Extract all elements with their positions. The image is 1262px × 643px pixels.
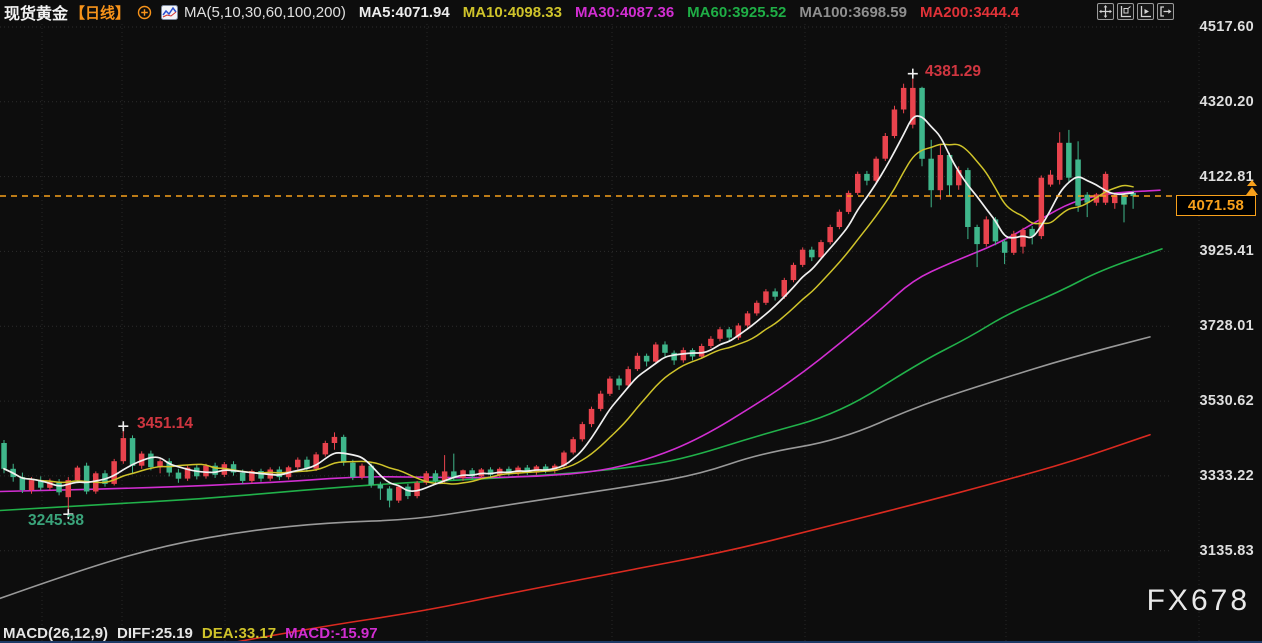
watermark: FX678	[1146, 584, 1250, 617]
add-indicator-icon[interactable]	[137, 5, 152, 20]
ma-value-label: MA100:3698.59	[799, 3, 907, 21]
macd-bar: MACD(26,12,9) DIFF:25.19 DEA:33.17 MACD:…	[3, 624, 387, 643]
timeframe-label[interactable]: 【日线】	[70, 4, 131, 22]
chart-type-icon[interactable]	[161, 4, 179, 20]
price-axis-tool-icon[interactable]	[1117, 3, 1134, 20]
ma-value-label: MA5:4071.94	[358, 3, 450, 21]
chart-toolbar	[1097, 3, 1174, 20]
price-annotation: 4381.29	[925, 63, 981, 80]
ma-settings-label[interactable]: MA(5,10,30,60,100,200)	[184, 3, 346, 21]
chart-header: 现货黄金 【日线】 MA(5,10,30,60,100,200) MA5:407…	[4, 2, 1019, 24]
price-annotation: 3245.38	[28, 512, 84, 529]
ma-value-label: MA10:4098.33	[462, 3, 562, 21]
ma-values: MA5:4071.94 MA10:4098.33 MA30:4087.36 MA60:…	[346, 4, 1019, 21]
ma-value-label: MA60:3925.52	[687, 3, 787, 21]
exit-tool-icon[interactable]	[1157, 3, 1174, 20]
symbol-name: 现货黄金	[4, 6, 69, 23]
crosshair-tool-icon[interactable]	[1097, 3, 1114, 20]
macd-settings-label: MACD(26,12,9)	[3, 625, 109, 642]
macd-value: MACD:-15.97	[285, 625, 378, 642]
time-axis-tool-icon[interactable]	[1137, 3, 1154, 20]
macd-dea-value: DEA:33.17	[201, 625, 277, 642]
ma-value-label: MA200:3444.4	[919, 3, 1020, 21]
macd-diff-value: DIFF:25.19	[117, 625, 193, 642]
price-up-arrow-icon	[1242, 179, 1262, 202]
ma-value-label: MA30:4087.36	[574, 3, 675, 21]
last-price-value: 4071.58	[1187, 197, 1245, 214]
window-bottom-border	[0, 641, 1262, 643]
price-annotation: 3451.14	[137, 415, 193, 432]
last-price-label: 4071.58	[1176, 195, 1256, 216]
